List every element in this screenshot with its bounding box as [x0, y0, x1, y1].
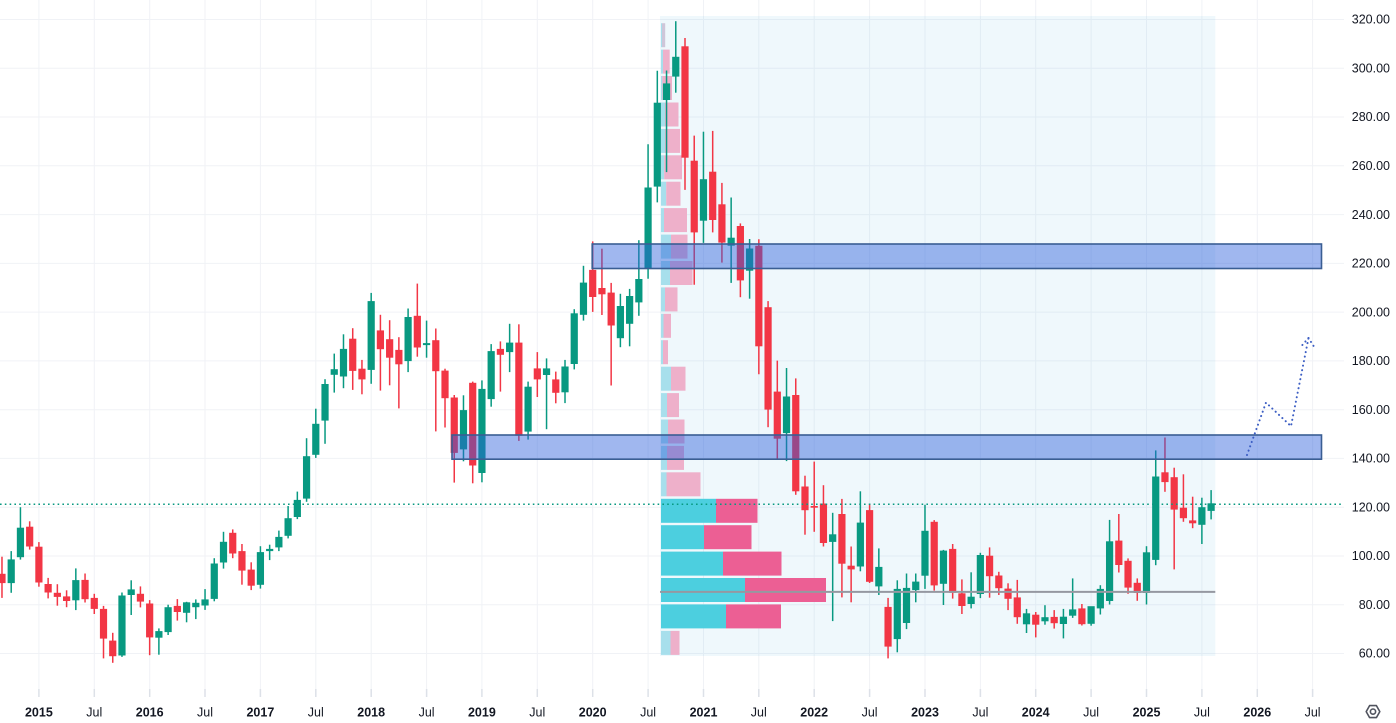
svg-text:Jul: Jul — [197, 706, 213, 720]
svg-text:Jul: Jul — [86, 706, 102, 720]
svg-text:280.00: 280.00 — [1352, 110, 1390, 124]
svg-text:140.00: 140.00 — [1352, 452, 1390, 466]
svg-text:Jul: Jul — [1083, 706, 1099, 720]
svg-text:Jul: Jul — [419, 706, 435, 720]
svg-text:2020: 2020 — [579, 706, 607, 720]
svg-text:240.00: 240.00 — [1352, 208, 1390, 222]
svg-text:200.00: 200.00 — [1352, 305, 1390, 319]
svg-text:2019: 2019 — [468, 706, 496, 720]
svg-text:100.00: 100.00 — [1352, 549, 1390, 563]
svg-text:300.00: 300.00 — [1352, 62, 1390, 76]
svg-text:Jul: Jul — [862, 706, 878, 720]
svg-text:2017: 2017 — [246, 706, 274, 720]
svg-text:180.00: 180.00 — [1352, 354, 1390, 368]
svg-text:260.00: 260.00 — [1352, 159, 1390, 173]
svg-text:2024: 2024 — [1022, 706, 1050, 720]
svg-text:2023: 2023 — [911, 706, 939, 720]
svg-text:Jul: Jul — [1305, 706, 1321, 720]
svg-text:2018: 2018 — [357, 706, 385, 720]
svg-text:2022: 2022 — [800, 706, 828, 720]
svg-text:Jul: Jul — [640, 706, 656, 720]
svg-text:Jul: Jul — [529, 706, 545, 720]
svg-text:160.00: 160.00 — [1352, 403, 1390, 417]
svg-text:2015: 2015 — [25, 706, 53, 720]
svg-text:220.00: 220.00 — [1352, 257, 1390, 271]
svg-text:60.00: 60.00 — [1359, 647, 1390, 661]
svg-text:Jul: Jul — [972, 706, 988, 720]
svg-text:Jul: Jul — [308, 706, 324, 720]
svg-text:2026: 2026 — [1243, 706, 1271, 720]
svg-text:Jul: Jul — [1194, 706, 1210, 720]
svg-text:2021: 2021 — [690, 706, 718, 720]
svg-text:2025: 2025 — [1133, 706, 1161, 720]
svg-text:320.00: 320.00 — [1352, 13, 1390, 27]
svg-text:80.00: 80.00 — [1359, 598, 1390, 612]
svg-text:2016: 2016 — [136, 706, 164, 720]
svg-text:Jul: Jul — [751, 706, 767, 720]
svg-text:120.00: 120.00 — [1352, 500, 1390, 514]
